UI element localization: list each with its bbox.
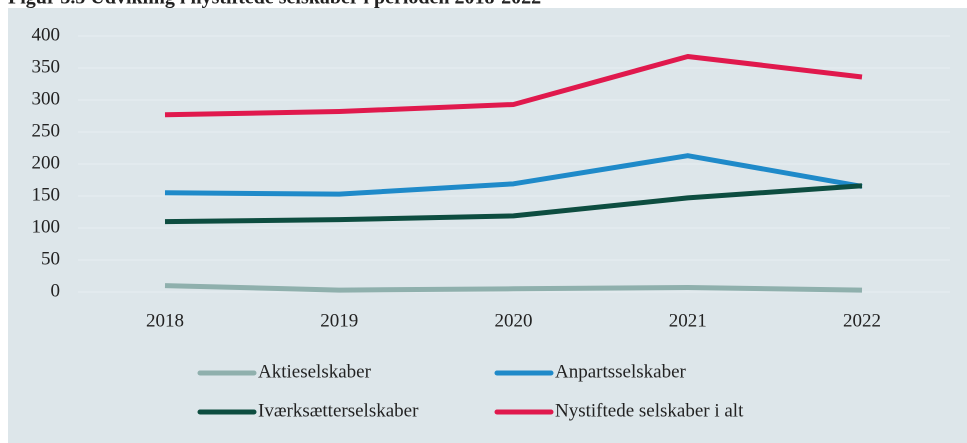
legend-label: Nystiftede selskaber i alt (555, 400, 744, 421)
y-tick-label: 200 (32, 152, 61, 173)
legend-label: Aktieselskaber (258, 361, 372, 382)
y-tick-label: 400 (32, 24, 61, 45)
y-tick-label: 100 (32, 216, 61, 237)
chart-background (8, 8, 967, 443)
x-tick-label: 2018 (146, 310, 184, 331)
series-line (164, 183, 863, 225)
y-tick-label: 300 (32, 88, 61, 109)
y-tick-label: 50 (41, 248, 60, 269)
y-tick-label: 150 (32, 184, 61, 205)
x-tick-label: 2021 (669, 310, 707, 331)
legend-label: Anpartsselskaber (555, 361, 687, 382)
chart-title: Figur 3.5 Udvikling i nystiftede selskab… (8, 0, 541, 9)
series-line (164, 283, 863, 293)
x-tick-label: 2019 (320, 310, 358, 331)
x-tick-label: 2022 (843, 310, 881, 331)
y-tick-label: 350 (32, 56, 61, 77)
legend-label: Iværksætterselskaber (258, 400, 419, 421)
series-line (164, 53, 863, 118)
series-line (164, 153, 863, 197)
y-tick-label: 0 (51, 280, 61, 301)
y-tick-label: 250 (32, 120, 61, 141)
x-tick-label: 2020 (495, 310, 533, 331)
